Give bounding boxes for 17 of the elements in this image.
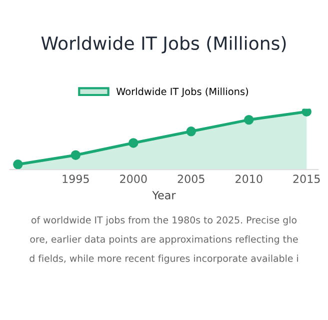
point [302,108,312,117]
text: of worldwide IT jobs from the 1980s to 2025. Precise glo [31,216,297,226]
point [70,150,81,160]
x-tick-label: 2010 [236,174,262,184]
point [186,126,196,136]
text: ore, earlier data points are approximations reflecting the [30,235,298,245]
legend-label: Worldwide IT Jobs (Millions) [116,88,248,97]
chart-title: Worldwide IT Jobs (Millions) [41,36,286,54]
x-tick-label: 2000 [120,174,147,184]
text: d fields, while more recent figures incorporate available i [30,254,298,264]
x-tick-label: 2005 [178,174,204,184]
x-tick-label: 1995 [62,174,89,184]
point [13,160,23,170]
x-tick-label: 2015 [293,174,320,184]
point [244,114,254,125]
point [128,138,138,148]
x-axis-title: Year [152,191,176,200]
